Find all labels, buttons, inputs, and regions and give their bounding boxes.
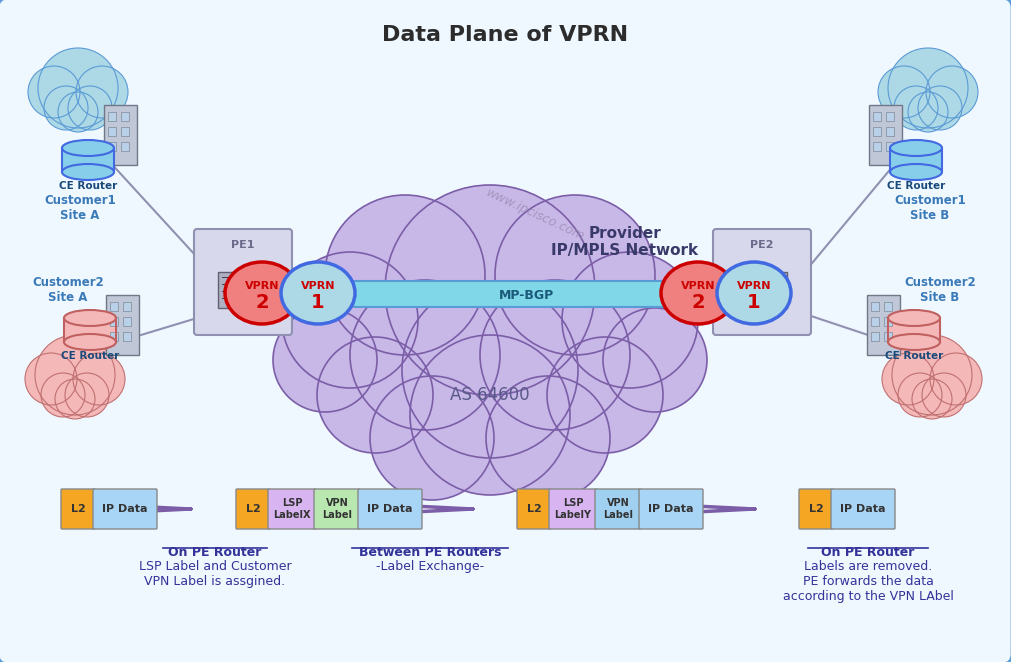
Circle shape	[38, 48, 118, 128]
Text: VPRN: VPRN	[300, 281, 336, 291]
Circle shape	[912, 379, 952, 419]
Bar	[887, 112, 895, 121]
FancyBboxPatch shape	[549, 489, 598, 529]
Circle shape	[317, 337, 433, 453]
Circle shape	[926, 66, 978, 118]
Text: -Label Exchange-: -Label Exchange-	[376, 560, 484, 573]
Circle shape	[878, 66, 930, 118]
Circle shape	[35, 335, 115, 415]
Text: Labels are removed.
PE forwards the data
according to the VPN LAbel: Labels are removed. PE forwards the data…	[783, 560, 953, 603]
Bar	[107, 127, 115, 136]
Circle shape	[402, 282, 578, 458]
Text: IP Data: IP Data	[648, 504, 694, 514]
Bar	[107, 142, 115, 151]
Ellipse shape	[62, 164, 114, 180]
Circle shape	[65, 373, 109, 417]
Bar	[109, 332, 117, 341]
Circle shape	[28, 66, 80, 118]
FancyBboxPatch shape	[799, 489, 833, 529]
FancyBboxPatch shape	[595, 489, 641, 529]
Text: CE Router: CE Router	[59, 181, 117, 191]
FancyBboxPatch shape	[869, 105, 903, 165]
FancyBboxPatch shape	[867, 295, 901, 355]
Text: VPN
Label: VPN Label	[603, 498, 633, 520]
Text: AS 64600: AS 64600	[450, 386, 530, 404]
FancyBboxPatch shape	[268, 489, 316, 529]
Circle shape	[273, 308, 377, 412]
Ellipse shape	[64, 334, 116, 350]
Text: PE1: PE1	[232, 240, 255, 250]
Circle shape	[486, 376, 610, 500]
Circle shape	[282, 252, 418, 388]
Ellipse shape	[888, 310, 940, 326]
Circle shape	[930, 353, 982, 405]
Ellipse shape	[888, 334, 940, 350]
Circle shape	[918, 86, 962, 130]
FancyBboxPatch shape	[236, 489, 270, 529]
Text: 2: 2	[255, 293, 269, 312]
Polygon shape	[888, 318, 940, 342]
Ellipse shape	[62, 140, 114, 156]
Text: CE Router: CE Router	[887, 181, 945, 191]
Circle shape	[73, 353, 125, 405]
Circle shape	[495, 195, 655, 355]
Text: CE Router: CE Router	[885, 351, 943, 361]
Circle shape	[888, 48, 968, 128]
Text: L2: L2	[71, 504, 85, 514]
Circle shape	[894, 86, 938, 130]
Text: IP Data: IP Data	[367, 504, 412, 514]
Text: Between PE Routers: Between PE Routers	[359, 546, 501, 559]
Bar	[887, 142, 895, 151]
Text: PE2: PE2	[750, 240, 773, 250]
Bar	[871, 302, 880, 311]
Circle shape	[603, 308, 707, 412]
Text: L2: L2	[809, 504, 823, 514]
Text: LSP
LabelX: LSP LabelX	[273, 498, 310, 520]
Text: Customer1
Site A: Customer1 Site A	[44, 194, 116, 222]
Text: L2: L2	[246, 504, 261, 514]
Circle shape	[44, 86, 88, 130]
Text: IP Data: IP Data	[102, 504, 148, 514]
FancyBboxPatch shape	[639, 489, 703, 529]
Circle shape	[68, 86, 112, 130]
Circle shape	[908, 92, 948, 132]
Bar	[885, 317, 893, 326]
Polygon shape	[64, 318, 116, 342]
Circle shape	[58, 92, 98, 132]
Text: CE Router: CE Router	[61, 351, 119, 361]
Text: VPRN: VPRN	[680, 281, 715, 291]
Circle shape	[370, 376, 494, 500]
Text: Customer1
Site B: Customer1 Site B	[894, 194, 966, 222]
FancyBboxPatch shape	[61, 489, 95, 529]
Circle shape	[922, 373, 966, 417]
Bar	[874, 112, 882, 121]
Bar	[871, 317, 880, 326]
Bar	[107, 112, 115, 121]
Text: On PE Router: On PE Router	[821, 546, 915, 559]
Bar	[122, 302, 130, 311]
FancyBboxPatch shape	[358, 489, 422, 529]
Text: LSP Label and Customer
VPN Label is assgined.: LSP Label and Customer VPN Label is assg…	[139, 560, 291, 588]
Circle shape	[385, 185, 595, 395]
Circle shape	[325, 195, 485, 355]
Bar	[885, 332, 893, 341]
Text: Data Plane of VPRN: Data Plane of VPRN	[382, 25, 628, 45]
Bar	[874, 127, 882, 136]
Circle shape	[882, 353, 934, 405]
Text: 1: 1	[747, 293, 761, 312]
Ellipse shape	[717, 262, 791, 324]
Polygon shape	[890, 148, 942, 172]
Bar	[122, 332, 130, 341]
Text: 1: 1	[311, 293, 325, 312]
Circle shape	[547, 337, 663, 453]
FancyBboxPatch shape	[353, 281, 700, 307]
Circle shape	[55, 379, 95, 419]
Circle shape	[898, 373, 942, 417]
Text: www.ipcisco.com: www.ipcisco.com	[483, 187, 586, 244]
Circle shape	[25, 353, 77, 405]
Text: IP Data: IP Data	[840, 504, 886, 514]
Bar	[120, 142, 128, 151]
Ellipse shape	[225, 262, 299, 324]
Bar	[120, 127, 128, 136]
